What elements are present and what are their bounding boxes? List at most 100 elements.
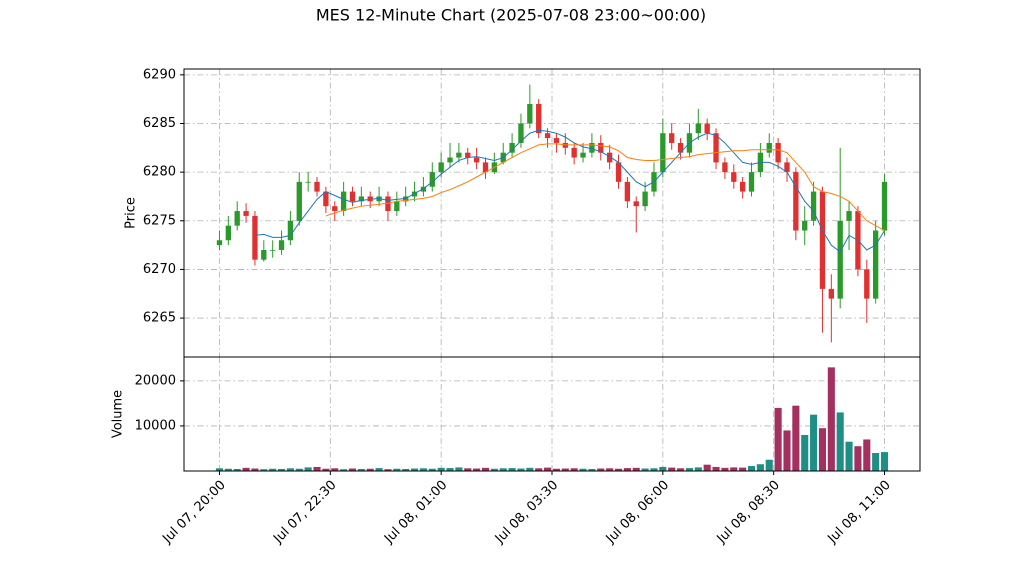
volume-bar [623, 468, 631, 471]
volume-bar [783, 430, 791, 471]
volume-bar [464, 468, 472, 471]
volume-bar [650, 468, 658, 471]
candle-body [234, 211, 240, 226]
candle-body [784, 162, 790, 173]
candle-body [447, 157, 453, 163]
candle-body [606, 152, 613, 163]
candle-body [873, 230, 879, 299]
volume-bar [508, 468, 516, 471]
volume-bar [215, 468, 224, 471]
y-axis-label: Price [124, 197, 139, 229]
candle-body [553, 138, 560, 143]
candle-body [278, 240, 285, 250]
volume-bar [756, 464, 764, 471]
candle-body [518, 123, 524, 143]
candle-body [261, 249, 267, 260]
volume-bar [322, 468, 330, 471]
x-tick-label: Jul 08, 06:00 [603, 478, 672, 547]
volume-bar [863, 439, 871, 471]
volume-bar [366, 468, 374, 471]
volume-bar [233, 468, 241, 471]
y-tick-label: 6270 [143, 262, 176, 277]
candle-body [695, 123, 701, 134]
volume-bar [446, 468, 454, 471]
volume-bar [552, 468, 560, 471]
volume-bar [836, 412, 844, 471]
candle-body [270, 249, 276, 251]
volume-bar [712, 466, 720, 471]
volume-bar [313, 466, 321, 471]
candle-body [819, 191, 826, 289]
volume-bar [854, 446, 862, 471]
y2-tick-label: 10000 [135, 418, 176, 433]
y-tick-label: 6285 [143, 116, 176, 131]
candle-body [828, 288, 834, 299]
candle-body [704, 123, 710, 134]
candle-body [598, 142, 604, 153]
volume-bar [348, 468, 357, 471]
volume-bar [747, 466, 756, 471]
candle-body [881, 181, 888, 231]
plot-layer [184, 69, 920, 471]
candle-body [305, 181, 311, 183]
volume-bar [384, 469, 392, 471]
volume-bar [481, 467, 490, 471]
volume-bar [685, 468, 693, 471]
volume-bar [260, 469, 268, 471]
volume-bar [765, 459, 773, 471]
candle-body [722, 162, 728, 173]
candle-body [243, 211, 249, 216]
candle-body [216, 240, 223, 246]
candle-body [465, 152, 471, 158]
volume-bar [694, 467, 702, 471]
x-tick-label: Jul 08, 11:00 [824, 478, 893, 547]
volume-bar [490, 468, 498, 471]
candle-body [837, 220, 843, 299]
candle-body [358, 196, 365, 202]
volume-bar [473, 468, 481, 471]
candle-body [766, 142, 772, 153]
candle-body [713, 133, 719, 163]
volume-bar [730, 467, 738, 471]
candle-body [296, 181, 302, 221]
y2-tick-label: 20000 [135, 373, 176, 388]
volume-bar [561, 468, 569, 471]
candle-body [642, 191, 648, 207]
candle-body [615, 162, 622, 182]
volume-bar [357, 468, 365, 471]
volume-bar [437, 467, 445, 471]
y-tick-label: 6280 [143, 165, 176, 180]
volume-bar [535, 468, 543, 471]
volume-bar [499, 468, 507, 471]
volume-bar [277, 468, 286, 471]
volume-bar [375, 468, 383, 471]
volume-bar [455, 467, 463, 471]
candle-body [633, 201, 639, 207]
candle-body [349, 191, 356, 202]
volume-bar [331, 468, 339, 471]
volume-bar [614, 468, 623, 471]
volume-bar [286, 468, 294, 471]
candle-body [748, 172, 755, 192]
volume-bar [659, 466, 667, 471]
volume-bar [606, 468, 614, 471]
candle-body [225, 225, 231, 241]
candle-body [438, 162, 444, 173]
volume-bar [340, 469, 348, 471]
candle-body [846, 211, 852, 221]
volume-bar [597, 468, 605, 471]
volume-bar [393, 468, 401, 471]
volume-bar [677, 468, 685, 471]
x-tick-label: Jul 07, 22:30 [270, 478, 339, 547]
volume-bar [251, 468, 259, 471]
x-tick-label: Jul 08, 08:30 [714, 478, 783, 547]
x-tick-label: Jul 08, 03:30 [492, 478, 561, 547]
candle-body [624, 181, 631, 202]
volume-bar [703, 464, 711, 471]
x-tick-label: Jul 07, 20:00 [159, 478, 228, 547]
volume-bar [517, 468, 525, 471]
candle-body [544, 133, 551, 139]
y-tick-label: 6275 [143, 213, 176, 228]
volume-bar [739, 467, 747, 471]
